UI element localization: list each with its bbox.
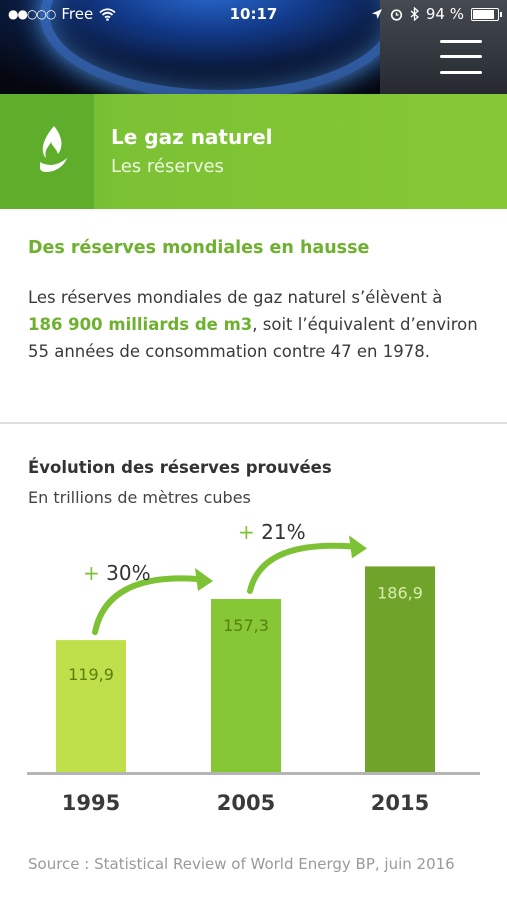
- hamburger-line-icon: [440, 40, 482, 43]
- bar-1995: [56, 640, 126, 772]
- battery-icon: [471, 7, 502, 21]
- intro-heading: Des réserves mondiales en hausse: [28, 238, 370, 258]
- signal-strength-icon: ●●○○○: [8, 7, 56, 21]
- growth-label: + 30%: [83, 561, 151, 585]
- bar-value-label: 186,9: [377, 583, 423, 602]
- growth-label: + 21%: [238, 520, 306, 544]
- section-subtitle: Les réserves: [111, 156, 224, 177]
- chart-subtitle: En trillions de mètres cubes: [28, 488, 251, 507]
- menu-button[interactable]: [440, 40, 482, 74]
- source-note: Source : Statistical Review of World Ene…: [28, 855, 455, 873]
- chart-title: Évolution des réserves prouvées: [28, 458, 332, 477]
- reserves-bar-chart: 119,9 1995 157,3 2005 186,9 2015 + 30% + 21%: [27, 520, 480, 815]
- hamburger-line-icon: [440, 71, 482, 74]
- intro-paragraph: Les réserves mondiales de gaz naturel s’…: [28, 284, 478, 365]
- location-arrow-icon: [371, 9, 382, 19]
- wifi-icon: [99, 7, 116, 21]
- flame-badge: [0, 94, 94, 209]
- reserves-figure: 186 900 milliards de m3: [28, 315, 253, 334]
- bar-value-label: 119,9: [68, 665, 114, 684]
- status-time: 10:17: [229, 5, 278, 23]
- section-header: Le gaz naturel Les réserves: [0, 94, 507, 209]
- bluetooth-icon: [410, 7, 419, 21]
- section-title: Le gaz naturel: [111, 125, 273, 149]
- status-bar: ●●○○○ Free 10:17 94 %: [0, 0, 507, 28]
- intro-text-start: Les réserves mondiales de gaz naturel s’…: [28, 288, 443, 307]
- hamburger-line-icon: [440, 55, 482, 58]
- alarm-clock-icon: [390, 8, 402, 21]
- x-axis-label: 2005: [217, 791, 275, 815]
- growth-arrow: [247, 542, 354, 594]
- flame-icon: [40, 126, 67, 172]
- bar-2015: [365, 566, 435, 772]
- x-axis-label: 1995: [62, 791, 120, 815]
- intro-text-end: , soit l’équivalent d’environ 55 années …: [28, 315, 478, 361]
- section-divider: [0, 422, 507, 424]
- growth-arrow: [92, 575, 200, 636]
- growth-arrowhead: [195, 567, 213, 591]
- hero-banner: [0, 0, 507, 94]
- x-axis-label: 2015: [371, 791, 429, 815]
- x-axis-line: [27, 772, 480, 775]
- carrier-name: Free: [61, 5, 94, 23]
- bar-2005: [211, 598, 281, 772]
- battery-percent: 94 %: [425, 5, 464, 23]
- growth-arrowhead: [349, 535, 367, 559]
- bar-value-label: 157,3: [223, 616, 269, 635]
